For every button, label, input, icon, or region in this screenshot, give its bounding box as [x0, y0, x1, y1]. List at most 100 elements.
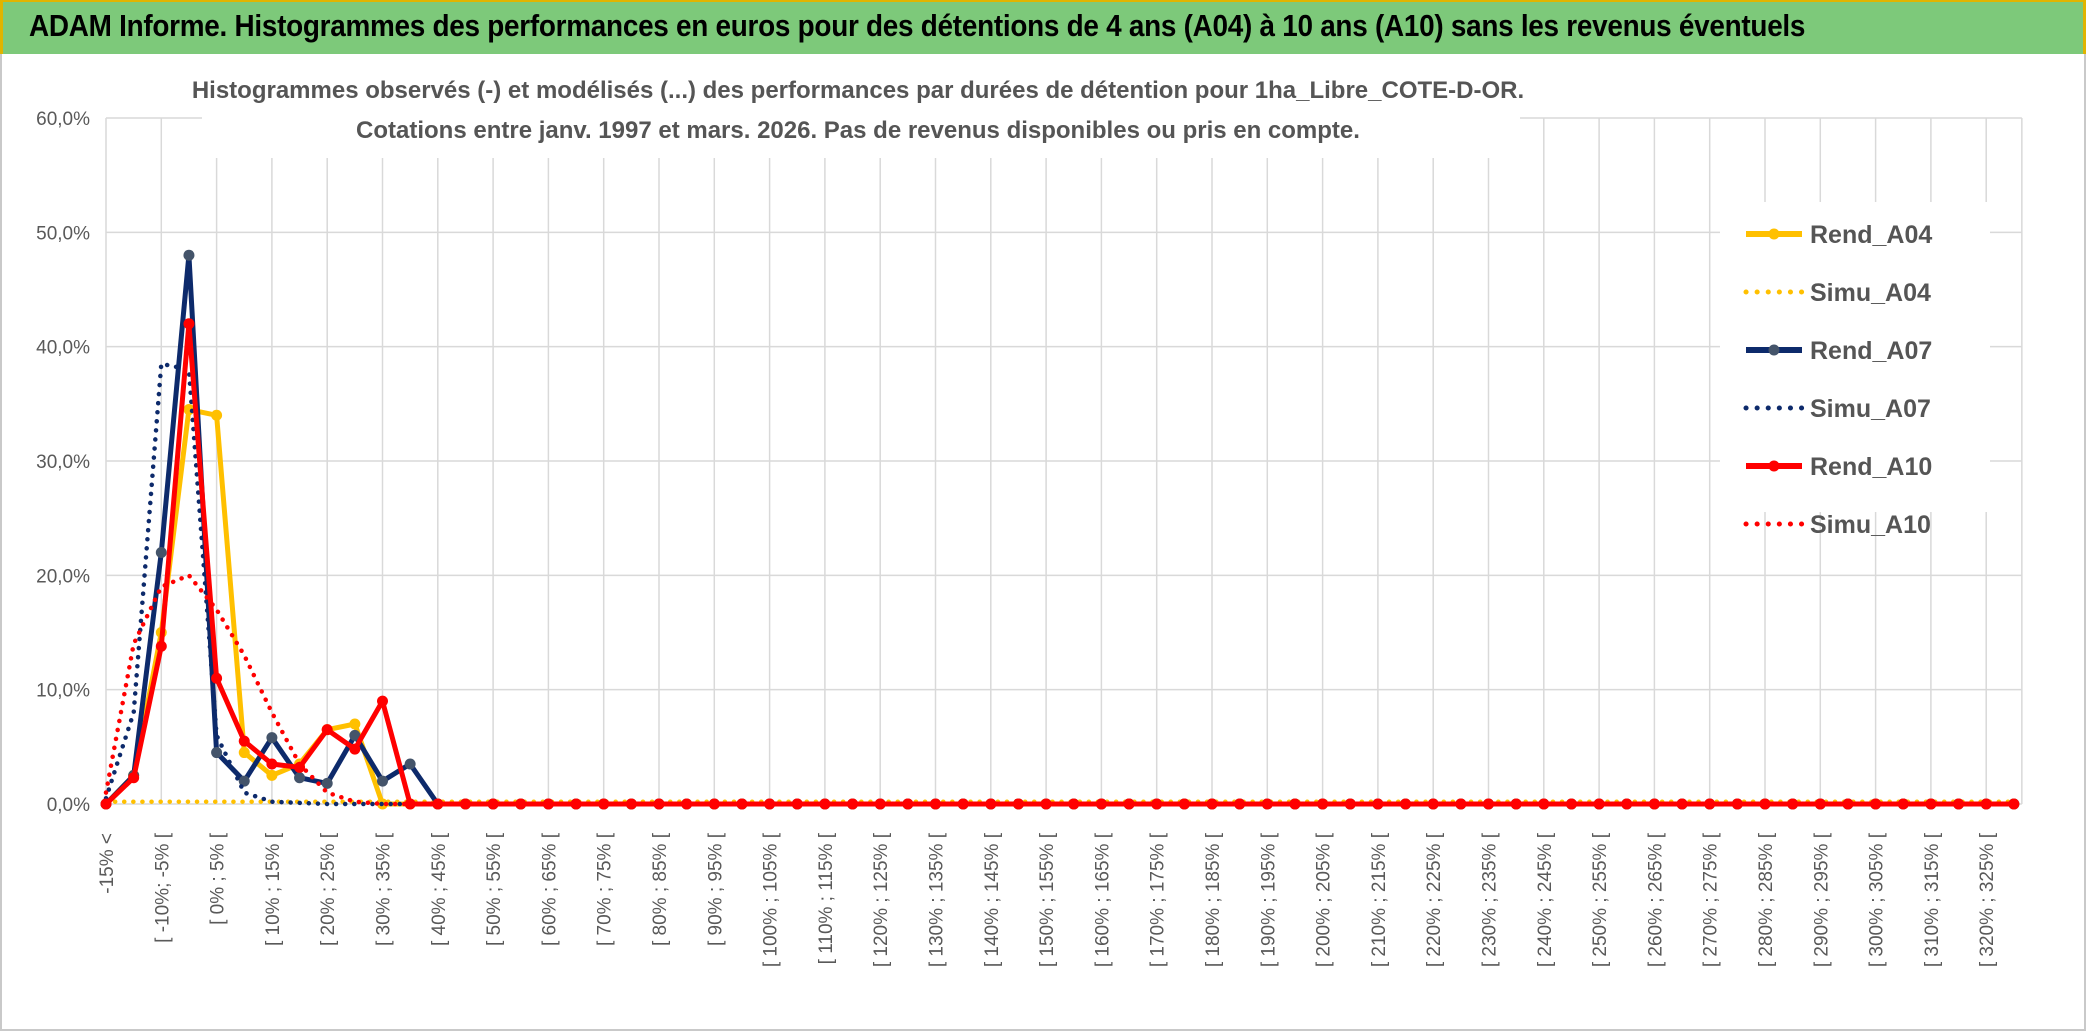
data-point-Rend_A04 — [211, 409, 223, 421]
x-tick-label: [ 140% ; 145% [ — [982, 832, 1003, 967]
x-tick-label: [ 180% ; 185% [ — [1203, 832, 1224, 967]
x-tick-label: [ 170% ; 175% [ — [1148, 832, 1169, 967]
x-axis-ticks: -15% < [ -10%; -5% [[ 0% ; 5% [[ 10% ; 15… — [97, 832, 1998, 967]
x-tick-label: [ 190% ; 195% [ — [1258, 832, 1279, 967]
data-point-Rend_A10 — [377, 695, 388, 707]
data-point-Rend_A10 — [1814, 798, 1826, 810]
x-tick-label: [ 220% ; 225% [ — [1424, 832, 1445, 967]
data-point-Rend_A07 — [183, 249, 195, 261]
data-point-Rend_A07 — [321, 777, 333, 789]
x-tick-label: [ 230% ; 235% [ — [1480, 832, 1501, 967]
x-tick-label: [ 270% ; 275% [ — [1701, 832, 1722, 967]
x-tick-label: [ 110% ; 115% [ — [816, 832, 837, 964]
data-point-Rend_A10 — [321, 724, 333, 736]
chart-frame: Histogrammes observés (-) et modélisés (… — [0, 54, 2086, 1031]
data-point-Rend_A07 — [294, 772, 306, 784]
data-point-Rend_A10 — [2008, 798, 2020, 810]
data-point-Rend_A10 — [1842, 798, 1854, 810]
y-tick-label: 30,0% — [36, 452, 90, 473]
x-tick-label: [ 70% ; 75% [ — [595, 832, 616, 946]
x-tick-label: [ 150% ; 155% [ — [1037, 832, 1058, 967]
x-tick-label: [ 250% ; 255% [ — [1590, 832, 1611, 967]
data-point-Rend_A10 — [1068, 798, 1080, 810]
x-tick-label: [ 0% ; 5% [ — [208, 832, 229, 925]
banner: ADAM Informe. Histogrammes des performan… — [0, 0, 2086, 54]
x-tick-label: [ 40% ; 45% [ — [429, 832, 450, 946]
data-point-Rend_A07 — [238, 775, 250, 787]
data-point-Rend_A10 — [1759, 798, 1771, 810]
data-point-Rend_A04 — [349, 718, 361, 730]
data-point-Rend_A10 — [1787, 798, 1799, 810]
legend-label-Simu_A10: Simu_A10 — [1810, 511, 1931, 539]
data-point-Rend_A10 — [1040, 798, 1052, 810]
y-tick-label: 10,0% — [36, 681, 90, 702]
data-point-Rend_A10 — [1151, 798, 1163, 810]
x-tick-label: [ 90% ; 95% [ — [705, 832, 726, 946]
chart-title: Histogrammes observés (-) et modélisés (… — [192, 77, 1524, 104]
chart-subtitle: Cotations entre janv. 1997 et mars. 2026… — [356, 117, 1360, 144]
x-tick-label: [ 80% ; 85% [ — [650, 832, 671, 946]
data-point-Rend_A10 — [1731, 798, 1743, 810]
data-point-Rend_A10 — [985, 798, 997, 810]
data-point-Rend_A10 — [902, 798, 914, 810]
x-tick-label: [ 130% ; 135% [ — [927, 832, 948, 967]
data-point-Rend_A10 — [1593, 798, 1605, 810]
x-tick-label: [ 310% ; 315% [ — [1922, 832, 1943, 967]
series — [100, 249, 2020, 810]
data-point-Rend_A10 — [1676, 798, 1688, 810]
data-point-Rend_A10 — [1095, 798, 1107, 810]
x-tick-label: [ 290% ; 295% [ — [1811, 832, 1832, 967]
data-point-Rend_A10 — [459, 798, 471, 810]
data-point-Rend_A10 — [1565, 798, 1577, 810]
legend: Rend_A04 Simu_A04 Rend_A07 Simu_A07 Rend_A10… — [1720, 202, 1990, 539]
data-point-Rend_A10 — [404, 798, 416, 810]
y-tick-label: 40,0% — [36, 338, 90, 359]
data-point-Rend_A10 — [1621, 798, 1633, 810]
y-axis-ticks: 0,0% 10,0% 20,0% 30,0% 40,0% 50,0% 60,0% — [36, 109, 90, 816]
data-point-Rend_A10 — [1704, 798, 1716, 810]
x-tick-label: [ 200% ; 205% [ — [1314, 832, 1335, 967]
legend-label-Rend_A10: Rend_A10 — [1810, 453, 1932, 481]
data-point-Rend_A10 — [847, 798, 859, 810]
x-tick-label: [ 30% ; 35% [ — [374, 832, 395, 946]
gridlines — [105, 117, 2023, 805]
data-point-Rend_A10 — [155, 640, 167, 652]
data-point-Rend_A07 — [404, 758, 416, 770]
x-tick-label: [ 120% ; 125% [ — [871, 832, 892, 967]
legend-label-Rend_A04: Rend_A04 — [1810, 221, 1932, 249]
x-tick-label: -15% < — [97, 833, 118, 894]
line-chart: Histogrammes observés (-) et modélisés (… — [36, 58, 2023, 967]
data-point-Rend_A04 — [238, 747, 250, 759]
legend-box — [1720, 202, 1990, 512]
legend-label-Rend_A07: Rend_A07 — [1810, 337, 1932, 365]
data-point-Rend_A10 — [1648, 798, 1660, 810]
data-point-Rend_A04 — [266, 769, 278, 781]
y-tick-label: 60,0% — [36, 109, 90, 130]
data-point-Rend_A07 — [211, 747, 223, 759]
x-tick-label: [ 160% ; 165% [ — [1092, 832, 1113, 967]
x-tick-label: [ 20% ; 25% [ — [318, 832, 339, 946]
data-point-Rend_A10 — [128, 772, 140, 784]
x-tick-label: [ 320% ; 325% [ — [1977, 832, 1998, 967]
data-point-Rend_A10 — [266, 758, 278, 770]
y-tick-label: 0,0% — [47, 795, 90, 816]
data-point-Rend_A07 — [266, 732, 278, 744]
x-tick-label: [ 240% ; 245% [ — [1535, 832, 1556, 967]
data-point-Rend_A07 — [155, 546, 167, 558]
legend-label-Simu_A07: Simu_A07 — [1810, 395, 1931, 423]
y-tick-label: 50,0% — [36, 223, 90, 244]
x-tick-label: [ 210% ; 215% [ — [1369, 832, 1390, 967]
data-point-Rend_A10 — [100, 798, 112, 810]
x-tick-label: [ 280% ; 285% [ — [1756, 832, 1777, 967]
data-point-Rend_A10 — [1870, 798, 1882, 810]
data-point-Rend_A10 — [957, 798, 969, 810]
series-line-Simu_A10 — [103, 573, 2017, 807]
data-point-Rend_A10 — [211, 672, 223, 684]
data-point-Rend_A10 — [183, 318, 195, 330]
data-point-Rend_A10 — [349, 743, 361, 755]
legend-marker-Rend_A10 — [1768, 460, 1780, 472]
data-point-Rend_A10 — [874, 798, 886, 810]
y-tick-label: 20,0% — [36, 566, 90, 587]
data-point-Rend_A10 — [1123, 798, 1135, 810]
x-tick-label: [ 50% ; 55% [ — [484, 832, 505, 946]
